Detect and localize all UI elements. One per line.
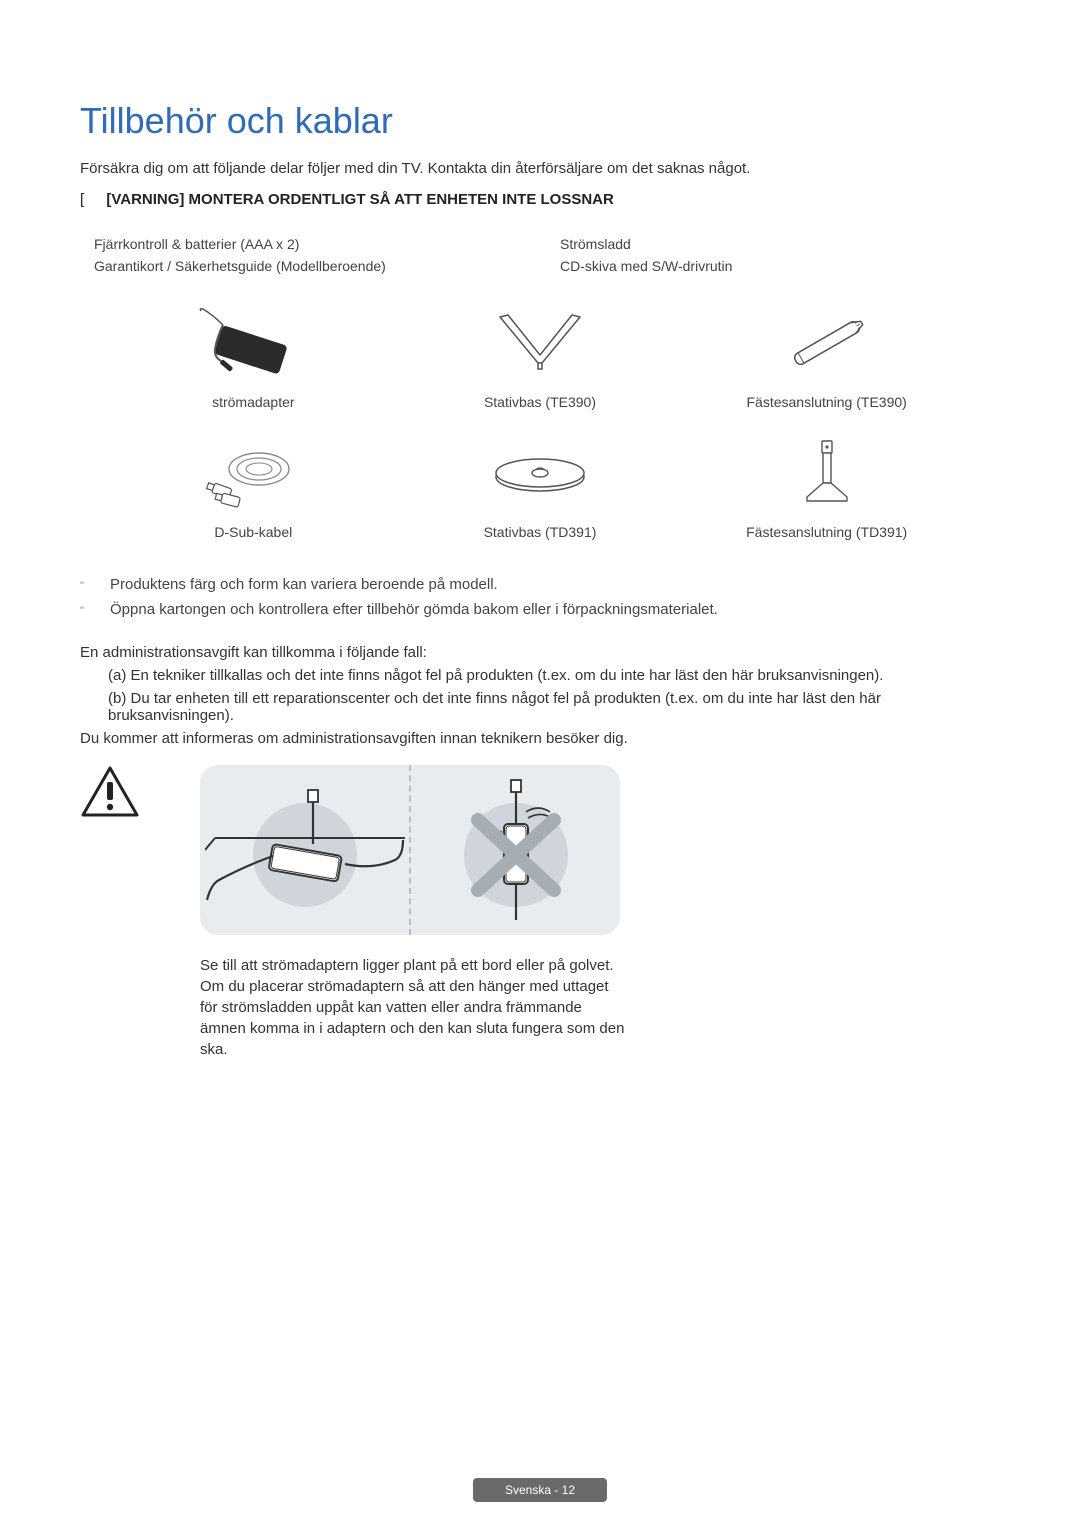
document-page: Tillbehör och kablar Försäkra dig om att… [0, 0, 1080, 1534]
accessory-cell: Stativbas (TE390) [417, 302, 664, 410]
accessory-cell: Fästesanslutning (TD391) [703, 432, 950, 540]
included-items-grid: Fjärrkontroll & batterier (AAA x 2) Strö… [94, 236, 986, 274]
item-text: Garantikort / Säkerhetsguide (Modellbero… [94, 258, 520, 274]
accessory-label: strömadapter [212, 394, 294, 410]
notes-list: " Produktens färg och form kan variera b… [80, 576, 1000, 618]
intro-text: Försäkra dig om att följande delar följe… [80, 160, 1000, 177]
accessory-label: Fästesanslutning (TD391) [746, 524, 907, 540]
accessories-grid: strömadapter Stativbas (TE390) [130, 302, 950, 540]
stand-v-icon [480, 302, 600, 384]
round-base-icon [480, 432, 600, 514]
note-row: " Produktens färg och form kan variera b… [80, 576, 1000, 593]
item-text: CD-skiva med S/W-drivrutin [560, 258, 986, 274]
dsub-cable-icon [193, 432, 313, 514]
note-text: Öppna kartongen och kontrollera efter ti… [110, 601, 718, 618]
note-row: " Öppna kartongen och kontrollera efter … [80, 601, 1000, 618]
admin-case-a: (a) En tekniker tillkallas och det inte … [108, 667, 1000, 684]
accessory-cell: Fästesanslutning (TE390) [703, 302, 950, 410]
accessory-label: Stativbas (TD391) [484, 524, 597, 540]
admin-case-b: (b) Du tar enheten till ett reparationsc… [108, 690, 1000, 724]
stick-icon [767, 302, 887, 384]
bullet-mark-icon: " [80, 601, 90, 618]
item-text: Strömsladd [560, 236, 986, 252]
stand-neck-icon [767, 432, 887, 514]
caution-content: Se till att strömadaptern ligger plant p… [200, 765, 1000, 1060]
adapter-position-diagram [200, 765, 620, 935]
warning-triangle-icon [80, 765, 140, 819]
accessory-cell: strömadapter [130, 302, 377, 410]
accessory-label: Stativbas (TE390) [484, 394, 596, 410]
adapter-icon [193, 302, 313, 384]
diagram-wrong [411, 765, 620, 935]
accessory-label: D-Sub-kabel [214, 524, 292, 540]
bullet-mark-icon: " [80, 576, 90, 593]
accessory-cell: D-Sub-kabel [130, 432, 377, 540]
page-title: Tillbehör och kablar [80, 100, 1000, 142]
warning-text: [VARNING] MONTERA ORDENTLIGT SÅ ATT ENHE… [106, 191, 614, 208]
admin-outro: Du kommer att informeras om administrati… [80, 730, 1000, 747]
caution-text: Se till att strömadaptern ligger plant p… [200, 955, 630, 1060]
note-text: Produktens färg och form kan variera ber… [110, 576, 498, 593]
diagram-correct [200, 765, 409, 935]
admin-intro: En administrationsavgift kan tillkomma i… [80, 644, 1000, 661]
accessory-label: Fästesanslutning (TE390) [747, 394, 907, 410]
page-footer: Svenska - 12 [473, 1478, 607, 1502]
warning-bracket: [ [80, 191, 84, 208]
accessory-cell: Stativbas (TD391) [417, 432, 664, 540]
item-text: Fjärrkontroll & batterier (AAA x 2) [94, 236, 520, 252]
caution-section: Se till att strömadaptern ligger plant p… [80, 765, 1000, 1060]
warning-line: [ [VARNING] MONTERA ORDENTLIGT SÅ ATT EN… [80, 191, 1000, 208]
